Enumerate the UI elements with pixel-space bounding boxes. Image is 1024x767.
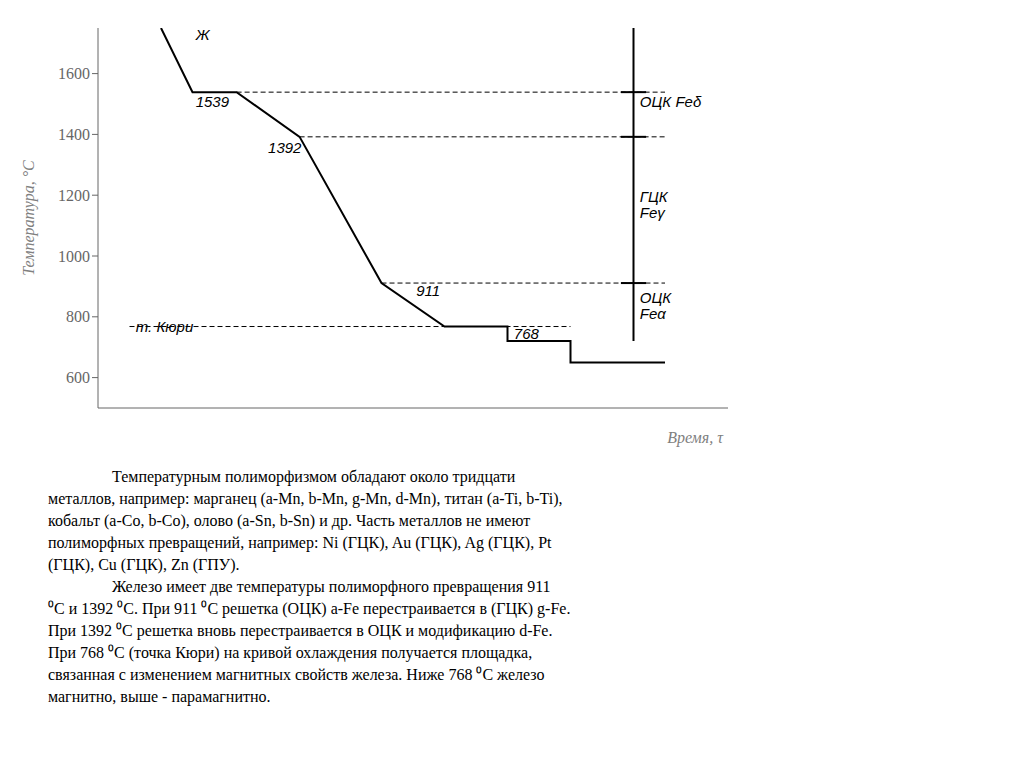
html-text:При 1392 ⁰C решетка вновь пере: При 1392 ⁰C решетка вновь перестраиваетс… (48, 622, 553, 639)
html-text:полиморфных превращений, напри: полиморфных превращений, например: Ni (Г… (48, 534, 552, 551)
svg-text:Время, τ: Время, τ (667, 429, 724, 447)
html-text:⁰C и 1392 ⁰C. При 911 ⁰C решет: ⁰C и 1392 ⁰C. При 911 ⁰C решетка (ОЦК) a… (48, 600, 571, 617)
html-text:магнитно, выше - парамагнитно.: магнитно, выше - парамагнитно. (48, 688, 271, 705)
html-text:Железо имеет две температуры п: Железо имеет две температуры полиморфног… (112, 578, 551, 595)
svg-text:Ж: Ж (195, 28, 211, 43)
html-text:При 768 ⁰C (точка Кюри) на кри: При 768 ⁰C (точка Кюри) на кривой охлажд… (48, 644, 533, 661)
svg-text:1400: 1400 (58, 126, 90, 143)
svg-text:1200: 1200 (58, 187, 90, 204)
html-text:Температурным полиморфизмом об: Температурным полиморфизмом обладают око… (112, 468, 516, 485)
svg-text:1539: 1539 (196, 93, 230, 110)
html-text:металлов, например: марганец (: металлов, например: марганец (a-Mn, b-Mn… (48, 490, 563, 507)
svg-text:1392: 1392 (268, 139, 302, 156)
svg-text:800: 800 (66, 308, 90, 325)
html-text:связанная с изменением магнитн: связанная с изменением магнитных свойств… (48, 666, 545, 683)
svg-text:1000: 1000 (58, 248, 90, 265)
svg-text:ОЦК Feδ: ОЦК Feδ (640, 93, 702, 110)
svg-text:1600: 1600 (58, 65, 90, 82)
svg-text:ГЦКFeγ: ГЦКFeγ (640, 188, 669, 221)
html-text:(ГЦК), Cu (ГЦК), Zn (ГПУ).: (ГЦК), Cu (ГЦК), Zn (ГПУ). (48, 556, 240, 573)
svg-text:768: 768 (514, 325, 540, 342)
svg-text:т. Кюри: т. Кюри (136, 318, 194, 335)
svg-text:911: 911 (416, 282, 440, 299)
svg-text:ОЦКFeα: ОЦКFeα (640, 289, 673, 322)
html-text:кобальт (a-Co, b-Co), олово (a: кобальт (a-Co, b-Co), олово (a-Sn, b-Sn)… (48, 512, 531, 529)
svg-text:Температура, °C: Температура, °C (20, 160, 38, 276)
svg-text:600: 600 (66, 369, 90, 386)
